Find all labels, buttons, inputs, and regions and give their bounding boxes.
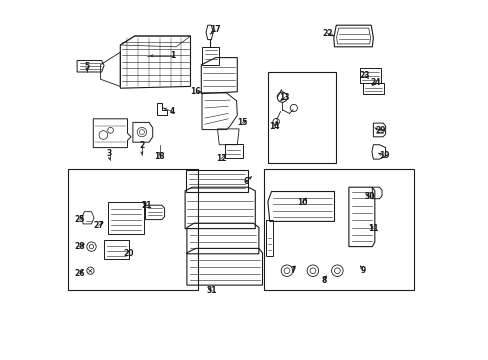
- Text: 27: 27: [93, 221, 104, 230]
- Bar: [68, 169, 197, 290]
- Bar: [264, 169, 413, 290]
- Text: 3: 3: [107, 149, 112, 158]
- Text: 7: 7: [290, 266, 295, 275]
- Text: 2: 2: [139, 141, 144, 150]
- Text: 11: 11: [367, 224, 378, 233]
- Text: 31: 31: [206, 287, 217, 295]
- Text: 16: 16: [190, 87, 201, 96]
- Text: 12: 12: [215, 154, 226, 163]
- Text: 23: 23: [359, 71, 369, 80]
- Text: 20: 20: [123, 249, 134, 258]
- Text: 30: 30: [364, 192, 374, 201]
- Text: 10: 10: [296, 198, 307, 207]
- Text: 5: 5: [84, 62, 90, 71]
- Bar: [267, 72, 336, 163]
- Text: 29: 29: [375, 126, 385, 135]
- Text: 9: 9: [360, 266, 365, 275]
- Text: 21: 21: [141, 202, 151, 210]
- Text: 13: 13: [279, 93, 289, 102]
- Text: 26: 26: [74, 269, 85, 278]
- Text: 6: 6: [243, 177, 248, 186]
- Text: 25: 25: [74, 215, 84, 224]
- Text: 15: 15: [237, 118, 247, 127]
- Text: 24: 24: [370, 78, 380, 87]
- Text: 14: 14: [268, 122, 279, 131]
- Text: 28: 28: [74, 242, 85, 251]
- Text: 1: 1: [169, 51, 175, 60]
- Text: 18: 18: [154, 152, 165, 161]
- Text: 22: 22: [322, 29, 332, 38]
- Text: 17: 17: [209, 26, 220, 35]
- Text: 4: 4: [169, 107, 175, 116]
- Text: 19: 19: [378, 152, 388, 161]
- Text: 8: 8: [320, 276, 325, 285]
